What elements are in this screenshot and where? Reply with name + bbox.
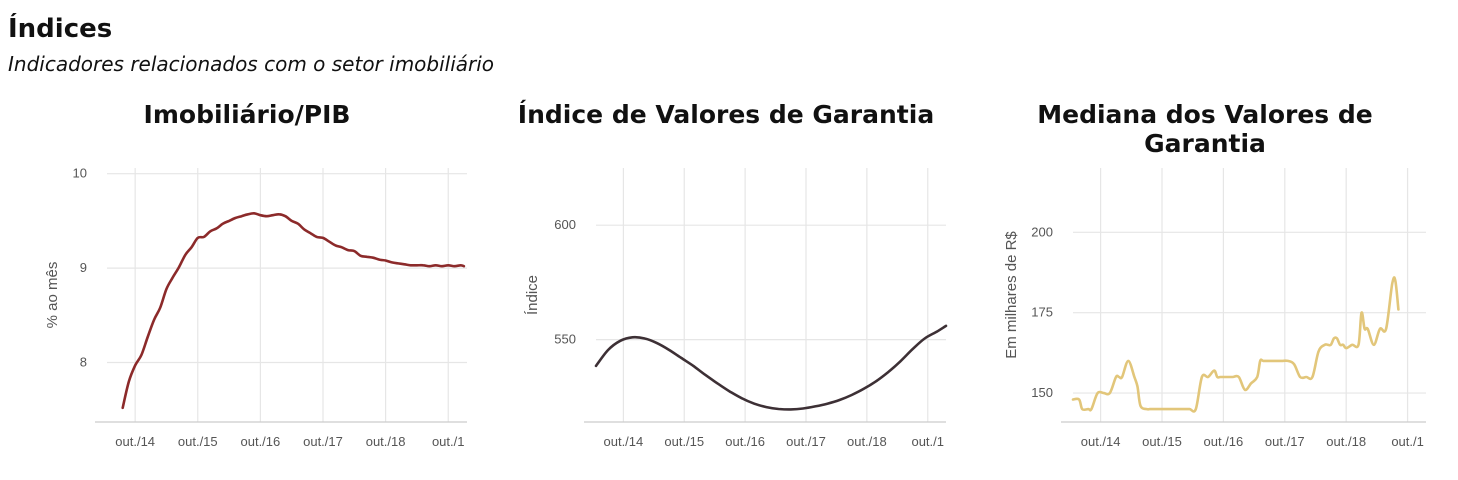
chart-title-imobiliario-pib: Imobiliário/PIB	[143, 100, 351, 129]
x-tick-label: out./15	[178, 434, 218, 449]
page-title: Índices	[8, 14, 113, 44]
x-tick-label: out./1	[1391, 434, 1424, 449]
chart-mediana-valores-garantia: 150 175 200 out./14 out./15 out./16 out./17 out…	[1003, 168, 1426, 449]
y-tick-label: 600	[554, 217, 576, 232]
x-tick-label: out./16	[725, 434, 765, 449]
x-tick-label: out./14	[604, 434, 644, 449]
y-tick-label: 9	[80, 260, 87, 275]
x-tick-label: out./14	[1081, 434, 1121, 449]
x-tick-label: out./18	[847, 434, 887, 449]
y-axis-title: % ao mês	[44, 262, 61, 329]
chart-title-mediana-valores-garantia: Mediana dos Valores de Garantia	[1037, 100, 1373, 158]
x-tick-label: out./14	[115, 434, 155, 449]
x-tick-label: out./17	[303, 434, 343, 449]
x-tick-label: out./18	[366, 434, 406, 449]
series-line	[594, 324, 948, 411]
y-tick-label: 150	[1031, 385, 1053, 400]
y-tick-label: 550	[554, 332, 576, 347]
y-axis-title: Índice	[524, 275, 541, 315]
series-line	[121, 211, 466, 410]
y-tick-label: 8	[80, 355, 87, 370]
x-tick-label: out./17	[786, 434, 826, 449]
x-tick-label: out./15	[664, 434, 704, 449]
y-tick-label: 10	[73, 166, 87, 181]
x-tick-label: out./15	[1142, 434, 1182, 449]
chart-indice-valores-garantia: 550 600 out./14 out./15 out./16 out./17 out./1…	[524, 168, 948, 449]
page-subtitle: Indicadores relacionados com o setor imo…	[8, 52, 495, 76]
y-tick-label: 175	[1031, 305, 1053, 320]
x-tick-label: out./1	[911, 434, 944, 449]
x-tick-label: out./16	[241, 434, 281, 449]
chart-title-indice-valores-garantia: Índice de Valores de Garantia	[517, 100, 935, 129]
x-tick-label: out./16	[1204, 434, 1244, 449]
y-axis-title: Em milhares de R$	[1003, 231, 1020, 359]
y-tick-label: 200	[1031, 224, 1053, 239]
series-line	[1071, 276, 1400, 413]
chart-imobiliario-pib: 8 9 10 out./14 out./15 out./16 out./17 out./18 o…	[44, 166, 467, 449]
x-tick-label: out./17	[1265, 434, 1305, 449]
x-tick-label: out./1	[432, 434, 465, 449]
x-tick-label: out./18	[1326, 434, 1366, 449]
